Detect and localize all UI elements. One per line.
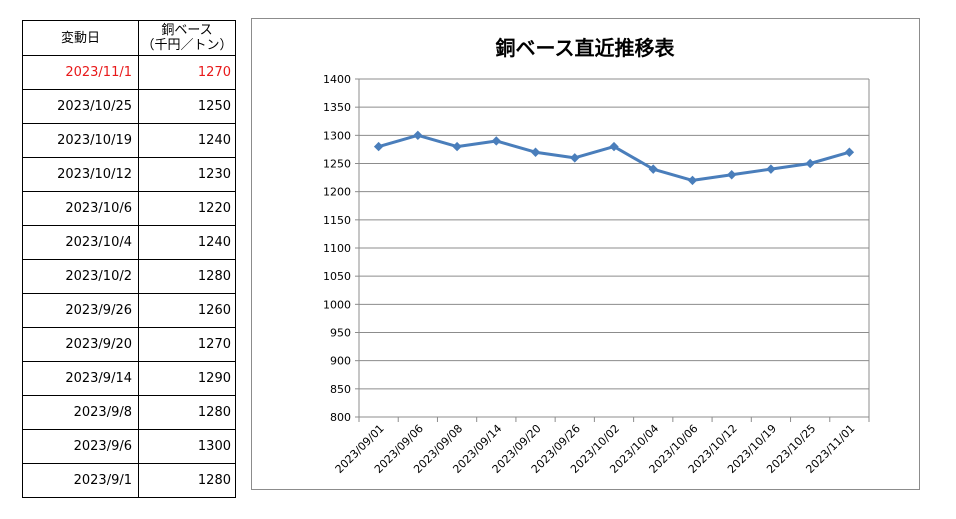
x-tick-labels: 2023/09/012023/09/062023/09/082023/09/14… xyxy=(333,422,858,476)
row-date: 2023/10/25 xyxy=(22,89,139,124)
data-point xyxy=(570,153,580,163)
y-tick-label: 1300 xyxy=(323,129,351,142)
row-date: 2023/10/6 xyxy=(22,191,139,226)
row-price: 1300 xyxy=(138,429,236,464)
row-price: 1280 xyxy=(138,463,236,498)
y-tick-label: 1050 xyxy=(323,270,351,283)
line-chart: 銅ベース直近推移表 800 850 900 950 1000 1050 1100 1150 12… xyxy=(323,36,870,476)
table-row: 2023/10/2 1280 xyxy=(22,259,236,294)
data-point xyxy=(609,141,619,152)
table-row: 2023/11/1 1270 xyxy=(22,55,236,90)
row-date: 2023/9/26 xyxy=(22,293,139,328)
data-point xyxy=(452,141,462,152)
chart-area: 銅ベース直近推移表 800 850 900 950 1000 1050 1100 1150 12… xyxy=(251,18,920,490)
row-date: 2023/10/4 xyxy=(22,225,139,260)
table-header-row: 変動日 銅ベース （千円／トン） xyxy=(22,20,236,56)
row-date: 2023/10/12 xyxy=(22,157,139,192)
chart-title: 銅ベース直近推移表 xyxy=(496,36,676,60)
y-tick-label: 800 xyxy=(330,411,351,424)
data-point xyxy=(766,164,776,174)
y-tick-label: 1400 xyxy=(323,73,351,86)
row-price: 1220 xyxy=(138,191,236,226)
gridlines xyxy=(359,78,869,418)
table-row: 2023/10/25 1250 xyxy=(22,89,236,124)
row-price: 1280 xyxy=(138,259,236,294)
table-row: 2023/9/8 1280 xyxy=(22,395,236,430)
y-tick-label: 900 xyxy=(330,355,351,368)
row-date: 2023/9/1 xyxy=(22,463,139,498)
row-price: 1240 xyxy=(138,123,236,158)
table-row: 2023/10/4 1240 xyxy=(22,225,236,260)
y-tick-label: 1200 xyxy=(323,186,351,199)
y-tick-label: 1250 xyxy=(323,158,351,171)
data-point xyxy=(373,141,384,152)
header-date: 変動日 xyxy=(22,20,139,56)
row-date: 2023/9/14 xyxy=(22,361,139,396)
row-date: 2023/9/20 xyxy=(22,327,139,362)
data-point xyxy=(844,147,855,157)
table-row: 2023/9/20 1270 xyxy=(22,327,236,362)
y-tick-label: 1000 xyxy=(323,298,351,311)
header-price-line2: （千円／トン） xyxy=(141,38,233,53)
data-point xyxy=(491,136,502,146)
copper-base-table: 変動日 銅ベース （千円／トン） 2023/11/1 1270 2023/10/25… xyxy=(22,20,236,498)
row-price: 1280 xyxy=(138,395,236,430)
y-tick-label: 1100 xyxy=(323,242,351,255)
data-point xyxy=(805,158,815,169)
row-date: 2023/9/8 xyxy=(22,395,139,430)
table-row: 2023/10/12 1230 xyxy=(22,157,236,192)
row-price: 1250 xyxy=(138,89,236,124)
y-tick-labels: 800 850 900 950 1000 1050 1100 1150 1200 1250 1300… xyxy=(323,73,351,424)
data-point xyxy=(687,175,698,186)
row-date: 2023/9/6 xyxy=(22,429,139,464)
header-price: 銅ベース （千円／トン） xyxy=(138,20,236,56)
header-price-line1: 銅ベース xyxy=(161,23,213,38)
table-row: 2023/9/1 1280 xyxy=(22,463,236,498)
y-tick-label: 1150 xyxy=(323,214,351,227)
row-price: 1290 xyxy=(138,361,236,396)
series-layer xyxy=(373,130,855,186)
row-price: 1270 xyxy=(138,327,236,362)
y-tick-label: 950 xyxy=(330,327,351,340)
table-row: 2023/9/14 1290 xyxy=(22,361,236,396)
row-price: 1230 xyxy=(138,157,236,192)
row-date: 2023/10/2 xyxy=(22,259,139,294)
row-price: 1270 xyxy=(138,55,236,90)
table-body: 2023/11/1 1270 2023/10/25 1250 2023/10/19 124… xyxy=(22,55,236,498)
table-row: 2023/10/6 1220 xyxy=(22,191,236,226)
row-date: 2023/11/1 xyxy=(22,55,139,90)
row-date: 2023/10/19 xyxy=(22,123,139,158)
axes xyxy=(355,78,870,422)
row-price: 1240 xyxy=(138,225,236,260)
data-point xyxy=(648,164,658,174)
data-point xyxy=(530,147,541,157)
data-point xyxy=(726,170,737,180)
y-tick-label: 1350 xyxy=(323,101,351,114)
table-row: 2023/9/6 1300 xyxy=(22,429,236,464)
data-point xyxy=(413,130,423,141)
row-price: 1260 xyxy=(138,293,236,328)
table-row: 2023/9/26 1260 xyxy=(22,293,236,328)
table-row: 2023/10/19 1240 xyxy=(22,123,236,158)
y-tick-label: 850 xyxy=(330,383,351,396)
